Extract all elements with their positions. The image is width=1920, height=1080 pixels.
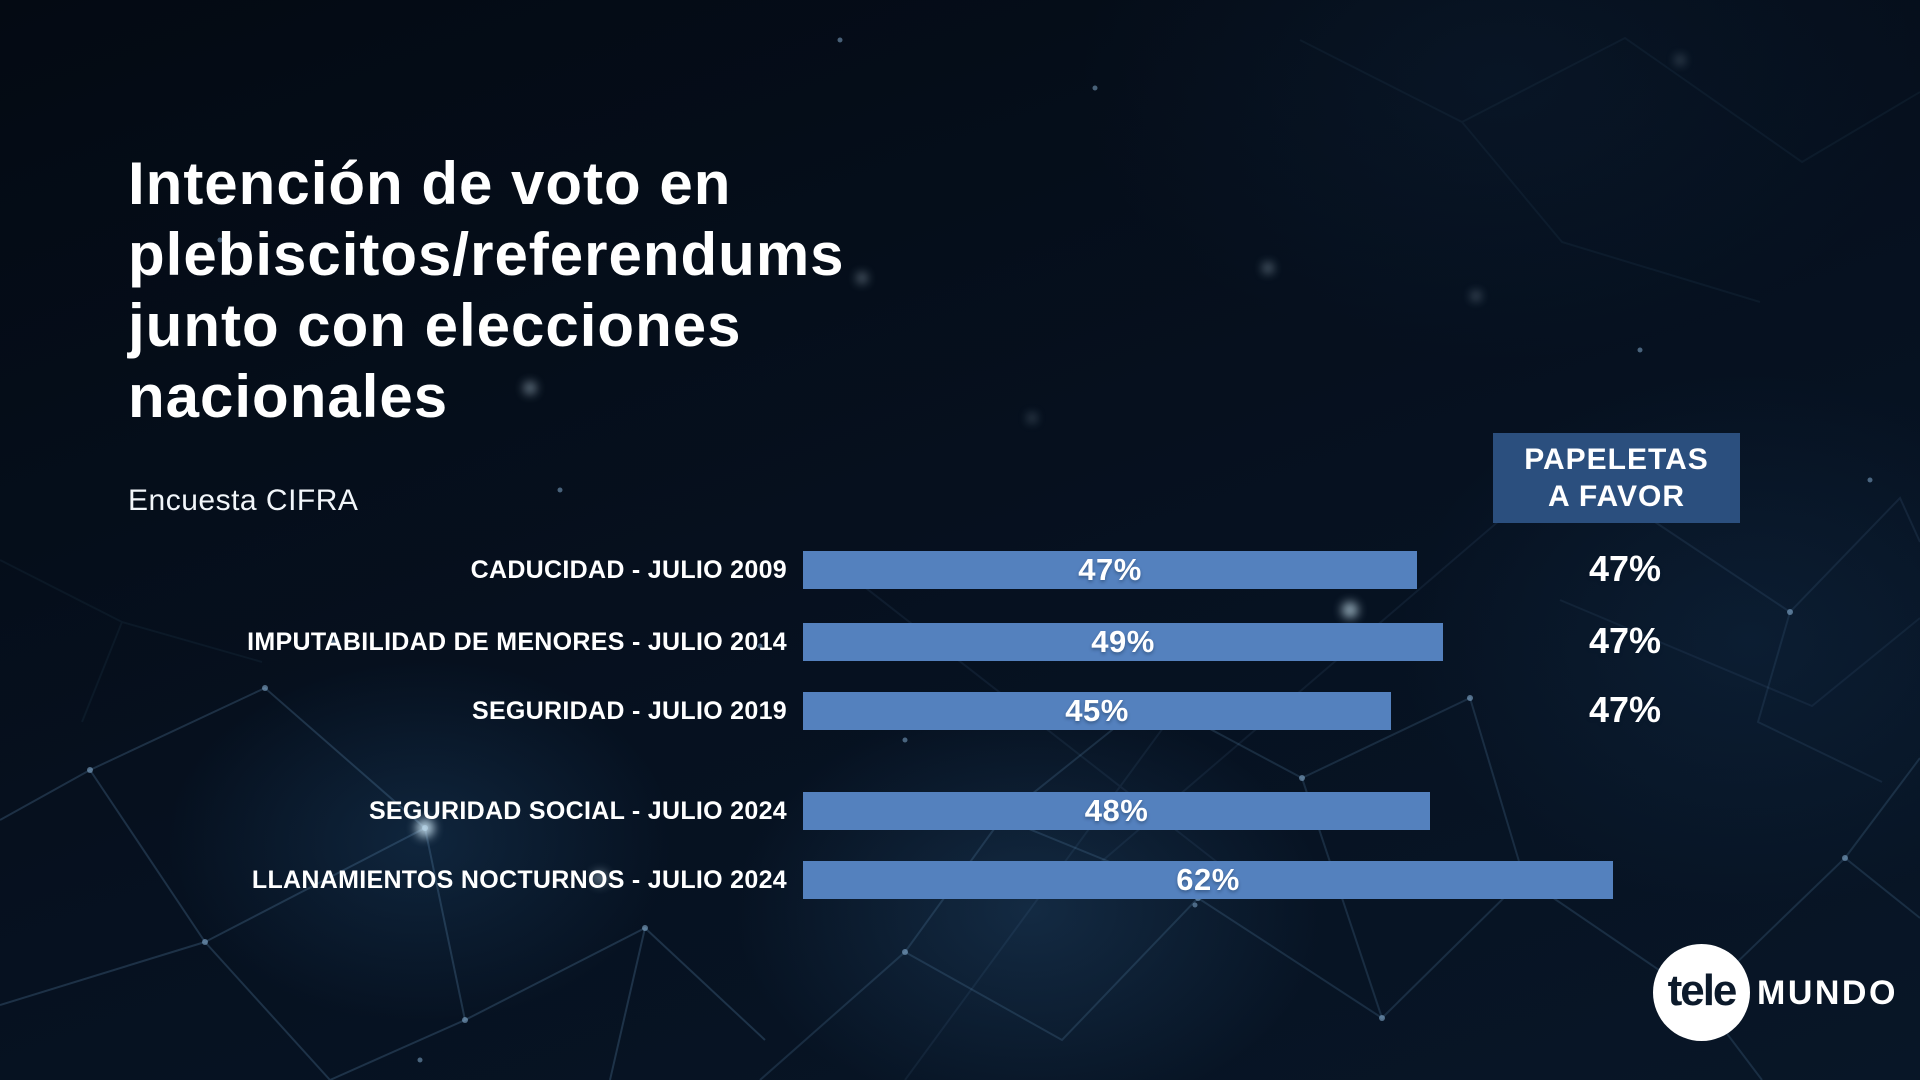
favor-value bbox=[1545, 859, 1705, 899]
telemundo-logo-wordmark: MUNDO bbox=[1757, 974, 1898, 1012]
chart-title-line: nacionales bbox=[128, 363, 449, 430]
telemundo-logo-circle-text: tele bbox=[1667, 965, 1738, 1015]
favor-value: 47% bbox=[1588, 620, 1662, 661]
telemundo-logo: tele MUNDO bbox=[1653, 944, 1895, 1041]
favor-value: 47% bbox=[1588, 548, 1662, 589]
telemundo-logo-circle: tele bbox=[1653, 944, 1750, 1041]
favor-column-header: PAPELETAS A FAVOR bbox=[1493, 433, 1740, 523]
category-label: CADUCIDAD - JULIO 2009 bbox=[470, 556, 787, 584]
bar: 49% bbox=[803, 623, 1443, 661]
favor-column-header-line: A FAVOR bbox=[1547, 480, 1685, 513]
chart-title: Intención de voto en plebiscitos/referen… bbox=[128, 148, 845, 432]
category-label: SEGURIDAD - JULIO 2019 bbox=[471, 697, 787, 725]
favor-column-header-line: PAPELETAS bbox=[1524, 443, 1709, 476]
category-label: LLANAMIENTOS NOCTURNOS - JULIO 2024 bbox=[251, 866, 787, 894]
bar: 47% bbox=[803, 551, 1417, 589]
bar: 48% bbox=[803, 792, 1430, 830]
chart-title-line: plebiscitos/referendums bbox=[128, 221, 845, 288]
bar-value-label: 48% bbox=[1084, 793, 1149, 828]
favor-value: 47% bbox=[1588, 689, 1662, 730]
bar-value-label: 45% bbox=[1065, 693, 1129, 728]
bar: 45% bbox=[803, 692, 1391, 730]
chart-row: SEGURIDAD - JULIO 2019 45% 47% bbox=[0, 689, 1920, 730]
chart-title-line: Intención de voto en bbox=[128, 150, 732, 217]
chart-row: IMPUTABILIDAD DE MENORES - JULIO 2014 49… bbox=[0, 620, 1920, 661]
category-label: SEGURIDAD SOCIAL - JULIO 2024 bbox=[368, 797, 787, 825]
chart-source-label: Encuesta CIFRA bbox=[128, 484, 359, 517]
bar-value-label: 47% bbox=[1078, 552, 1142, 587]
favor-value bbox=[1545, 790, 1705, 830]
bar-value-label: 62% bbox=[1176, 862, 1240, 897]
chart-row: LLANAMIENTOS NOCTURNOS - JULIO 2024 62% bbox=[0, 861, 1920, 899]
chart-title-line: junto con elecciones bbox=[128, 292, 742, 359]
chart-row: SEGURIDAD SOCIAL - JULIO 2024 48% bbox=[0, 792, 1920, 830]
bar-value-label: 49% bbox=[1091, 624, 1155, 659]
bar: 62% bbox=[803, 861, 1613, 899]
chart-row: CADUCIDAD - JULIO 2009 47% 47% bbox=[0, 548, 1920, 589]
category-label: IMPUTABILIDAD DE MENORES - JULIO 2014 bbox=[247, 628, 787, 656]
